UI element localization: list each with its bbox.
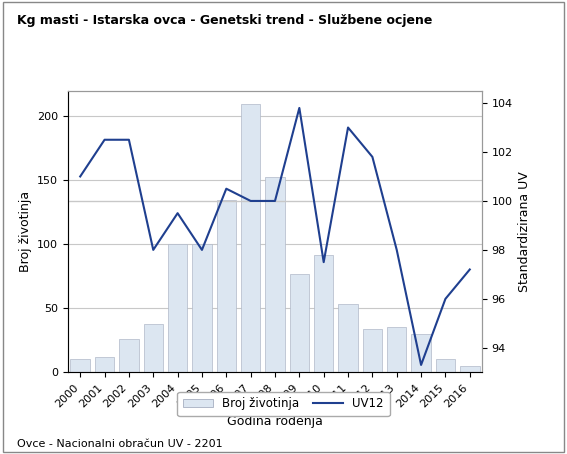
Bar [265, 177, 285, 372]
Y-axis label: Standardizirana UV: Standardizirana UV [518, 171, 531, 292]
Text: Kg masti - Istarska ovca - Genetski trend - Službene ocjene: Kg masti - Istarska ovca - Genetski tren… [17, 14, 433, 27]
Bar [119, 339, 139, 372]
Y-axis label: Broj životinja: Broj životinja [19, 191, 32, 272]
Bar [143, 324, 163, 372]
Bar [70, 360, 90, 372]
Bar [290, 274, 309, 372]
Legend: Broj životinja, UV12: Broj životinja, UV12 [177, 391, 390, 416]
Bar [363, 329, 382, 372]
Bar [338, 305, 358, 372]
Bar [387, 327, 407, 372]
Bar [95, 357, 115, 372]
Bar [460, 366, 480, 372]
Bar [192, 244, 211, 372]
Bar [411, 334, 431, 372]
Bar [168, 244, 187, 372]
Bar [217, 200, 236, 372]
X-axis label: Godina rođenja: Godina rođenja [227, 415, 323, 428]
Bar [314, 255, 333, 372]
Bar [435, 360, 455, 372]
Text: Ovce - Nacionalni obračun UV - 2201: Ovce - Nacionalni obračun UV - 2201 [17, 439, 223, 449]
Bar [241, 104, 260, 372]
